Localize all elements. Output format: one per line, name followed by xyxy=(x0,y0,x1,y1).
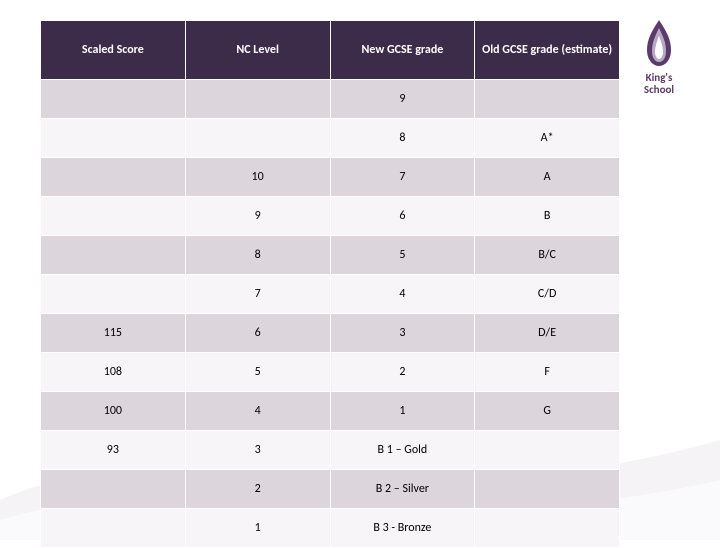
col-old-gcse: Old GCSE grade (estimate) xyxy=(475,21,620,80)
table-row: 9 6 B xyxy=(41,197,620,236)
table-row: 115 6 3 D/E xyxy=(41,314,620,353)
table-row: 10 7 A xyxy=(41,158,620,197)
table-row: 100 4 1 G xyxy=(41,392,620,431)
table-row: 1 B 3 - Bronze xyxy=(41,509,620,548)
col-scaled-score: Scaled Score xyxy=(41,21,186,80)
table-row: 108 5 2 F xyxy=(41,353,620,392)
table-row: 8 5 B/C xyxy=(41,236,620,275)
table-row: 2 B 2 – Silver xyxy=(41,470,620,509)
table-body: 9 8 A* 10 7 A 9 6 B xyxy=(41,80,620,548)
grade-table-container: Scaled Score NC Level New GCSE grade Old… xyxy=(40,20,620,548)
table-row: 9 xyxy=(41,80,620,119)
school-logo: King's School xyxy=(624,18,694,96)
col-new-gcse: New GCSE grade xyxy=(330,21,475,80)
logo-line1: King's xyxy=(646,71,673,84)
logo-line2: School xyxy=(644,83,674,96)
table-row: 7 4 C/D xyxy=(41,275,620,314)
table-row: 8 A* xyxy=(41,119,620,158)
grade-table: Scaled Score NC Level New GCSE grade Old… xyxy=(40,20,620,548)
col-nc-level: NC Level xyxy=(185,21,330,80)
table-header-row: Scaled Score NC Level New GCSE grade Old… xyxy=(41,21,620,80)
table-row: 93 3 B 1 – Gold xyxy=(41,431,620,470)
flame-icon xyxy=(639,18,679,68)
